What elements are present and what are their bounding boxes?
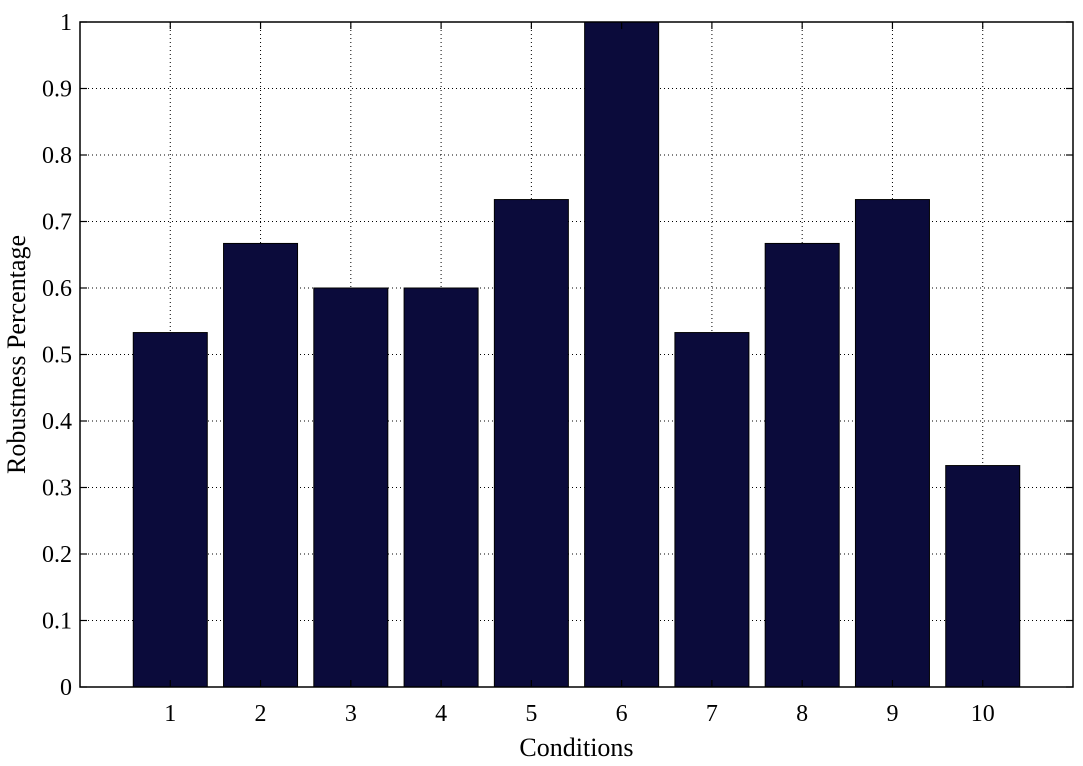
y-tick-label: 0.3 <box>42 476 72 502</box>
x-tick-labels: 1 2 3 4 5 6 7 8 9 10 <box>164 701 994 727</box>
bar-condition-6 <box>584 21 660 688</box>
bars-group <box>132 21 1021 688</box>
x-tick-label: 5 <box>525 701 537 727</box>
x-tick-label: 10 <box>971 701 995 727</box>
x-tick-label: 7 <box>706 701 718 727</box>
bar-condition-5 <box>493 199 569 688</box>
x-tick-label: 6 <box>616 701 628 727</box>
y-tick-label: 1 <box>60 10 72 36</box>
y-tick-label: 0.2 <box>42 542 72 568</box>
y-tick-label: 0.7 <box>42 210 72 236</box>
bar-condition-4 <box>403 287 479 688</box>
bar-condition-8 <box>764 242 840 688</box>
bar-condition-9 <box>854 199 930 688</box>
y-tick-label: 0.1 <box>42 609 72 635</box>
y-tick-label: 0 <box>60 675 72 701</box>
bar-condition-10 <box>945 465 1021 688</box>
x-tick-label: 1 <box>164 701 176 727</box>
y-tick-label: 0.5 <box>42 343 72 369</box>
x-tick-label: 8 <box>796 701 808 727</box>
y-tick-label: 0.9 <box>42 77 72 103</box>
y-tick-label: 0.8 <box>42 143 72 169</box>
x-tick-label: 2 <box>255 701 267 727</box>
y-tick-labels: 0 0.1 0.2 0.3 0.4 0.5 0.6 0.7 0.8 0.9 1 <box>42 10 72 701</box>
y-tick-label: 0.6 <box>42 276 72 302</box>
tick-marks <box>80 21 1073 688</box>
bar-condition-3 <box>313 287 389 688</box>
y-axis-title: Robustness Percentage <box>2 235 31 474</box>
x-axis-title: Conditions <box>519 733 633 762</box>
y-tick-label: 0.4 <box>42 409 72 435</box>
x-tick-label: 9 <box>886 701 898 727</box>
x-tick-label: 4 <box>435 701 447 727</box>
bar-condition-2 <box>223 242 299 688</box>
x-tick-label: 3 <box>345 701 357 727</box>
bar-condition-7 <box>674 332 750 688</box>
bar-condition-1 <box>132 332 208 688</box>
